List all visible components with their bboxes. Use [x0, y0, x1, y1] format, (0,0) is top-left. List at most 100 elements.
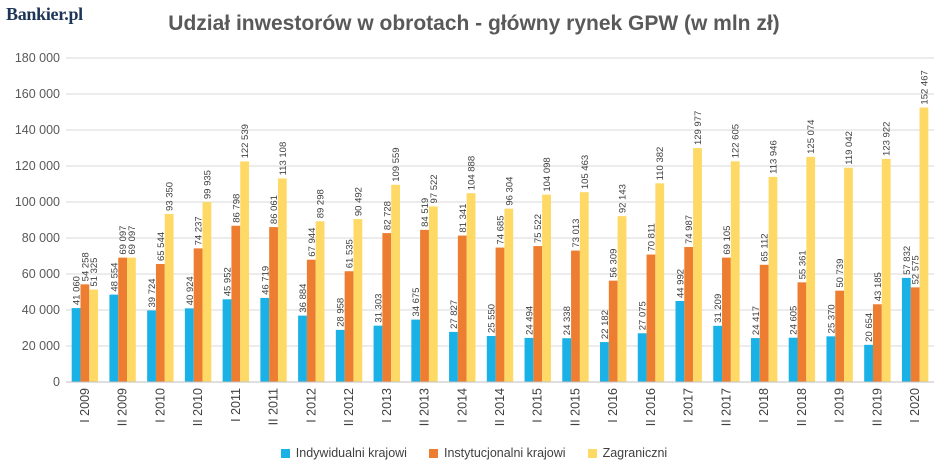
bar	[901, 277, 911, 382]
bar	[788, 337, 798, 382]
data-label: 73 013	[571, 219, 582, 248]
data-label: 50 739	[835, 259, 846, 288]
y-tick-label: 180 000	[15, 51, 60, 65]
bar	[466, 193, 476, 382]
bar	[382, 233, 392, 382]
bar	[872, 304, 882, 382]
bar	[71, 308, 81, 382]
bar	[533, 246, 543, 382]
bar	[202, 202, 212, 382]
bar	[919, 107, 929, 383]
x-tick-label: II 2012	[342, 388, 356, 426]
logo: Bankier.pl	[6, 4, 83, 24]
data-label: 110 382	[655, 147, 666, 181]
bar	[730, 161, 740, 382]
data-label: 65 544	[156, 232, 167, 261]
data-label: 75 522	[533, 214, 544, 243]
bar	[420, 229, 429, 382]
bar	[646, 254, 656, 382]
data-label: 55 361	[797, 250, 808, 279]
legend-item-individual: Indywidualni krajowi	[280, 446, 407, 460]
bar	[231, 225, 241, 382]
y-tick-label: 80 000	[22, 231, 60, 245]
legend-item-institutional: Instytucjonalni krajowi	[428, 446, 566, 460]
bar	[164, 213, 174, 382]
bar	[750, 338, 760, 382]
data-label: 39 724	[147, 278, 158, 307]
data-label: 70 811	[646, 223, 657, 251]
bar	[184, 308, 194, 382]
x-tick-label: II 2015	[568, 388, 582, 426]
data-label: 125 074	[806, 120, 817, 154]
data-label: 86 061	[269, 195, 280, 224]
x-tick-label: I 2010	[153, 388, 167, 423]
bar	[240, 161, 250, 382]
x-tick-label: I 2009	[78, 388, 92, 423]
y-tick-label: 0	[53, 375, 60, 389]
bar	[759, 264, 769, 382]
data-label: 40 924	[185, 276, 196, 305]
bar	[155, 264, 165, 382]
bar	[147, 310, 156, 382]
legend-swatch-individual	[280, 448, 290, 458]
bar	[109, 294, 119, 382]
legend-label-foreign: Zagraniczni	[602, 446, 668, 460]
bar	[428, 206, 438, 382]
bar	[864, 344, 873, 382]
data-label: 27 075	[638, 301, 649, 330]
data-label: 99 935	[202, 170, 213, 199]
bar	[910, 287, 920, 382]
bar	[881, 158, 891, 382]
data-label: 24 338	[562, 306, 573, 335]
data-label: 69 097	[127, 226, 138, 255]
data-label: 109 559	[391, 147, 402, 181]
bar	[344, 271, 354, 382]
data-label: 25 550	[487, 304, 498, 333]
y-tick-label: 120 000	[15, 159, 60, 173]
x-tick-label: II 2013	[418, 388, 432, 426]
y-tick-label: 60 000	[22, 267, 60, 281]
data-label: 97 522	[429, 174, 440, 203]
data-label: 82 728	[382, 201, 393, 230]
x-tick-label: I 2011	[229, 388, 243, 422]
bar	[373, 325, 383, 382]
bar	[806, 156, 816, 382]
x-tick-label: II 2018	[795, 388, 809, 426]
x-tick-label: I 2015	[531, 388, 545, 423]
y-tick-label: 20 000	[22, 339, 60, 353]
legend-label-individual: Indywidualni krajowi	[295, 446, 407, 460]
bar	[193, 248, 203, 382]
bar	[486, 336, 496, 382]
data-label: 81 341	[458, 204, 469, 233]
data-label: 74 685	[496, 216, 507, 245]
bar	[449, 331, 458, 382]
bar	[722, 257, 731, 382]
x-tick-label: II 2010	[191, 388, 205, 426]
bar	[80, 284, 90, 382]
x-tick-label: I 2014	[455, 388, 469, 423]
data-label: 22 182	[600, 310, 611, 339]
data-label: 56 309	[609, 249, 620, 278]
data-label: 46 719	[260, 266, 271, 295]
bar	[298, 315, 307, 382]
bar	[504, 208, 514, 382]
bar	[797, 282, 807, 382]
data-label: 24 605	[789, 306, 800, 335]
bar	[768, 176, 778, 382]
x-tick-label: I 2020	[908, 388, 922, 423]
bar	[127, 257, 136, 382]
data-label: 43 185	[873, 272, 884, 301]
data-label: 89 298	[316, 189, 327, 218]
data-label: 152 467	[919, 70, 930, 104]
data-label: 31 209	[713, 294, 724, 323]
data-label: 96 304	[504, 177, 515, 206]
bar	[579, 192, 589, 382]
data-label: 48 554	[109, 263, 120, 292]
data-label: 54 258	[80, 252, 91, 281]
bar	[89, 289, 99, 382]
data-label: 74 237	[194, 216, 205, 245]
bar	[713, 325, 723, 382]
bar	[684, 247, 694, 382]
data-label: 69 105	[722, 226, 733, 255]
bar	[269, 227, 278, 382]
